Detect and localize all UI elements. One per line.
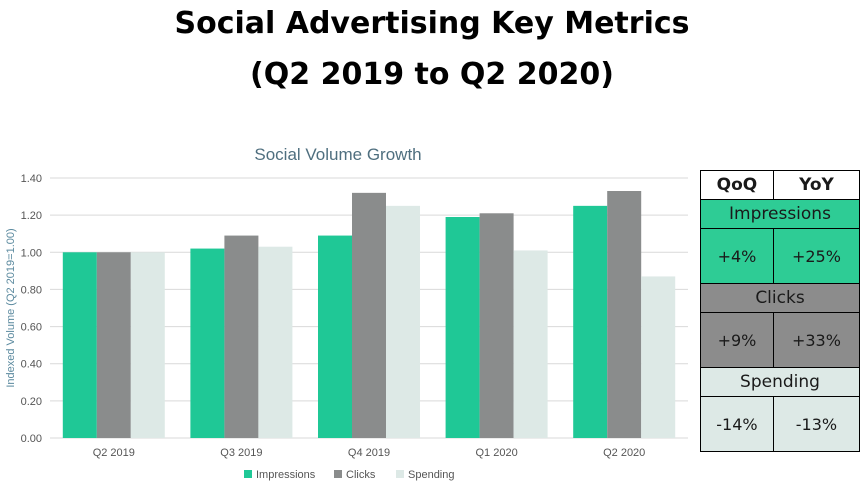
- legend-swatch-clicks: [334, 470, 342, 478]
- spending-yoy: -13%: [772, 396, 861, 452]
- bar-clicks-q2-2020: [607, 191, 642, 438]
- impressions-label: Impressions: [700, 199, 860, 229]
- social-volume-growth-chart: Social Volume Growth Indexed Volume (Q2 …: [5, 145, 688, 481]
- bar-impressions-q3-2019: [190, 248, 225, 438]
- header-qoq: QoQ: [700, 170, 774, 200]
- y-tick-label: 0.20: [21, 396, 42, 408]
- table-header-row: QoQ YoY: [700, 170, 861, 200]
- x-tick-label: Q1 2020: [475, 447, 517, 459]
- spending-qoq: -14%: [700, 396, 774, 452]
- table-category-row: Impressions: [700, 199, 860, 229]
- bar-clicks-q4-2019: [352, 192, 386, 438]
- x-tick-label: Q4 2019: [348, 447, 390, 459]
- bar-impressions-q2-2020: [573, 205, 608, 438]
- header-yoy: YoY: [772, 170, 861, 200]
- bar-clicks-q2-2019: [96, 252, 131, 438]
- legend-swatch-spending: [396, 470, 404, 478]
- legend-label-impressions: Impressions: [256, 469, 316, 481]
- bar-spending-q3-2019: [258, 246, 293, 438]
- chart-title: Social Volume Growth: [254, 145, 421, 164]
- x-tick-label: Q2 2020: [603, 447, 645, 459]
- metrics-table: QoQ YoY Impressions +4% +25% Clicks +9% …: [700, 170, 861, 452]
- impressions-qoq: +4%: [700, 228, 774, 284]
- bar-impressions-q2-2019: [62, 252, 97, 438]
- legend-label-spending: Spending: [408, 469, 455, 481]
- table-category-row: Clicks: [700, 283, 860, 313]
- bar-spending-q2-2019: [130, 252, 165, 438]
- page-title-line-1: Social Advertising Key Metrics: [174, 6, 690, 41]
- bar-impressions-q1-2020: [445, 217, 480, 438]
- table-row: -14% -13%: [700, 396, 861, 452]
- page-title-line-2: (Q2 2019 to Q2 2020): [250, 57, 614, 92]
- bar-spending-q1-2020: [513, 250, 548, 438]
- y-tick-label: 0.40: [21, 359, 42, 371]
- bar-spending-q2-2020: [641, 276, 676, 438]
- table-row: +4% +25%: [700, 228, 861, 284]
- clicks-label: Clicks: [700, 283, 860, 313]
- legend: Impressions Clicks Spending: [244, 469, 455, 481]
- bar-clicks-q1-2020: [479, 213, 514, 438]
- clicks-qoq: +9%: [700, 312, 774, 368]
- y-tick-label: 0.00: [21, 433, 42, 445]
- legend-label-clicks: Clicks: [346, 469, 376, 481]
- x-axis-ticks: Q2 2019 Q3 2019 Q4 2019 Q1 2020 Q2 2020: [93, 447, 646, 459]
- legend-swatch-impressions: [244, 470, 252, 478]
- table-category-row: Spending: [700, 367, 860, 397]
- bar-spending-q4-2019: [386, 205, 420, 438]
- y-tick-label: 0.80: [21, 284, 42, 296]
- x-tick-label: Q3 2019: [220, 447, 262, 459]
- y-tick-label: 0.60: [21, 322, 42, 334]
- y-tick-label: 1.20: [21, 210, 42, 222]
- bars: [62, 191, 676, 438]
- x-tick-label: Q2 2019: [93, 447, 135, 459]
- spending-label: Spending: [700, 367, 860, 397]
- table-row: +9% +33%: [700, 312, 861, 368]
- y-tick-label: 1.00: [21, 247, 42, 259]
- clicks-yoy: +33%: [772, 312, 861, 368]
- bar-impressions-q4-2019: [318, 235, 352, 438]
- y-axis-label: Indexed Volume (Q2 2019=1.00): [5, 228, 17, 387]
- bar-clicks-q3-2019: [224, 235, 259, 438]
- impressions-yoy: +25%: [772, 228, 861, 284]
- y-axis-ticks: 0.00 0.20 0.40 0.60 0.80 1.00 1.20 1.40: [21, 173, 42, 445]
- y-tick-label: 1.40: [21, 173, 42, 185]
